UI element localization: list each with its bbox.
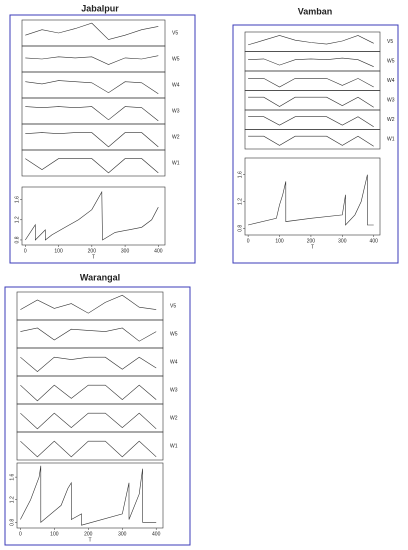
x-tick-label: 100 — [275, 238, 284, 244]
strip-box — [21, 123, 166, 151]
strip-label: W1 — [172, 160, 180, 166]
panel-title: Warangal — [80, 272, 120, 282]
strip-box — [16, 319, 164, 349]
strip-line — [20, 294, 157, 314]
x-tick-label: 200 — [84, 531, 93, 537]
panel-title: Vamban — [298, 6, 333, 16]
strip-label: W2 — [387, 117, 395, 123]
y-tick-label: 1.2 — [237, 198, 243, 205]
plot-box — [21, 186, 166, 246]
strip-line — [20, 440, 157, 458]
y-tick-label: 0.8 — [14, 236, 20, 243]
x-axis-label: T — [92, 254, 95, 260]
panel-frame — [4, 286, 191, 546]
strip-label: W3 — [170, 387, 178, 393]
strip-line — [248, 78, 374, 88]
y-tick-label: 1.6 — [14, 196, 20, 203]
x-tick-label: 0 — [247, 238, 250, 244]
strip-line — [25, 22, 159, 40]
strip-label: W3 — [387, 98, 395, 104]
strip-box — [16, 431, 164, 461]
strip-line — [25, 106, 159, 122]
strip-label: W1 — [387, 137, 395, 143]
strip-line — [20, 384, 157, 402]
strip-box — [21, 149, 166, 177]
strip-box — [244, 70, 381, 91]
strip-label: W1 — [170, 443, 178, 449]
x-tick-label: 400 — [370, 238, 379, 244]
x-tick-label: 400 — [152, 531, 161, 537]
strip-label: W4 — [170, 359, 178, 365]
y-tick-label: 1.2 — [9, 496, 15, 503]
strip-box — [21, 97, 166, 125]
x-tick-label: 300 — [338, 238, 347, 244]
strip-label: W5 — [387, 59, 395, 65]
strip-label: W4 — [172, 82, 180, 88]
x-axis-label: T — [88, 537, 91, 543]
strip-line — [248, 135, 374, 147]
x-tick-label: 400 — [154, 248, 163, 254]
x-tick-label: 300 — [118, 531, 127, 537]
x-tick-label: 0 — [19, 531, 22, 537]
strip-line — [248, 116, 374, 127]
strip-line — [20, 356, 157, 372]
series-line — [20, 465, 157, 526]
strip-line — [248, 96, 374, 108]
y-tick-label: 0.8 — [237, 225, 243, 232]
strip-label: W2 — [172, 134, 180, 140]
x-tick-label: 100 — [50, 531, 59, 537]
strip-line — [25, 80, 159, 95]
strip-box — [244, 51, 381, 72]
strip-label: W2 — [170, 415, 178, 421]
strip-box — [244, 90, 381, 111]
strip-label: W3 — [172, 108, 180, 114]
plot-box — [16, 462, 164, 529]
strip-label: V5 — [170, 303, 176, 309]
panel-title: Jabalpur — [81, 3, 119, 13]
y-tick-label: 1.6 — [9, 473, 15, 480]
strip-label: W4 — [387, 78, 395, 84]
strip-label: W5 — [170, 331, 178, 337]
strip-label: V5 — [387, 39, 393, 45]
x-tick-label: 300 — [121, 248, 130, 254]
strip-line — [20, 327, 157, 342]
x-tick-label: 100 — [54, 248, 63, 254]
series-line — [248, 174, 374, 226]
y-tick-label: 1.6 — [237, 171, 243, 178]
x-tick-label: 0 — [24, 248, 27, 254]
strip-box — [21, 71, 166, 99]
panel-frame — [232, 24, 399, 264]
strip-line — [248, 35, 374, 46]
strip-box — [244, 31, 381, 52]
x-tick-label: 200 — [88, 248, 97, 254]
strip-label: V5 — [172, 30, 178, 36]
strip-label: W5 — [172, 56, 180, 62]
strip-box — [244, 129, 381, 150]
y-tick-label: 1.2 — [14, 216, 20, 223]
x-axis-label: T — [311, 244, 314, 250]
strip-line — [248, 57, 374, 67]
strip-box — [16, 347, 164, 377]
plot-box — [244, 157, 381, 236]
x-tick-label: 200 — [307, 238, 316, 244]
strip-box — [21, 19, 166, 47]
strip-box — [244, 109, 381, 130]
panel-frame — [9, 14, 196, 264]
y-tick-label: 0.8 — [9, 519, 15, 526]
strip-line — [25, 55, 159, 65]
strip-line — [25, 158, 159, 174]
strip-line — [25, 132, 159, 148]
strip-line — [20, 412, 157, 430]
strip-box — [16, 291, 164, 321]
series-line — [25, 190, 159, 241]
